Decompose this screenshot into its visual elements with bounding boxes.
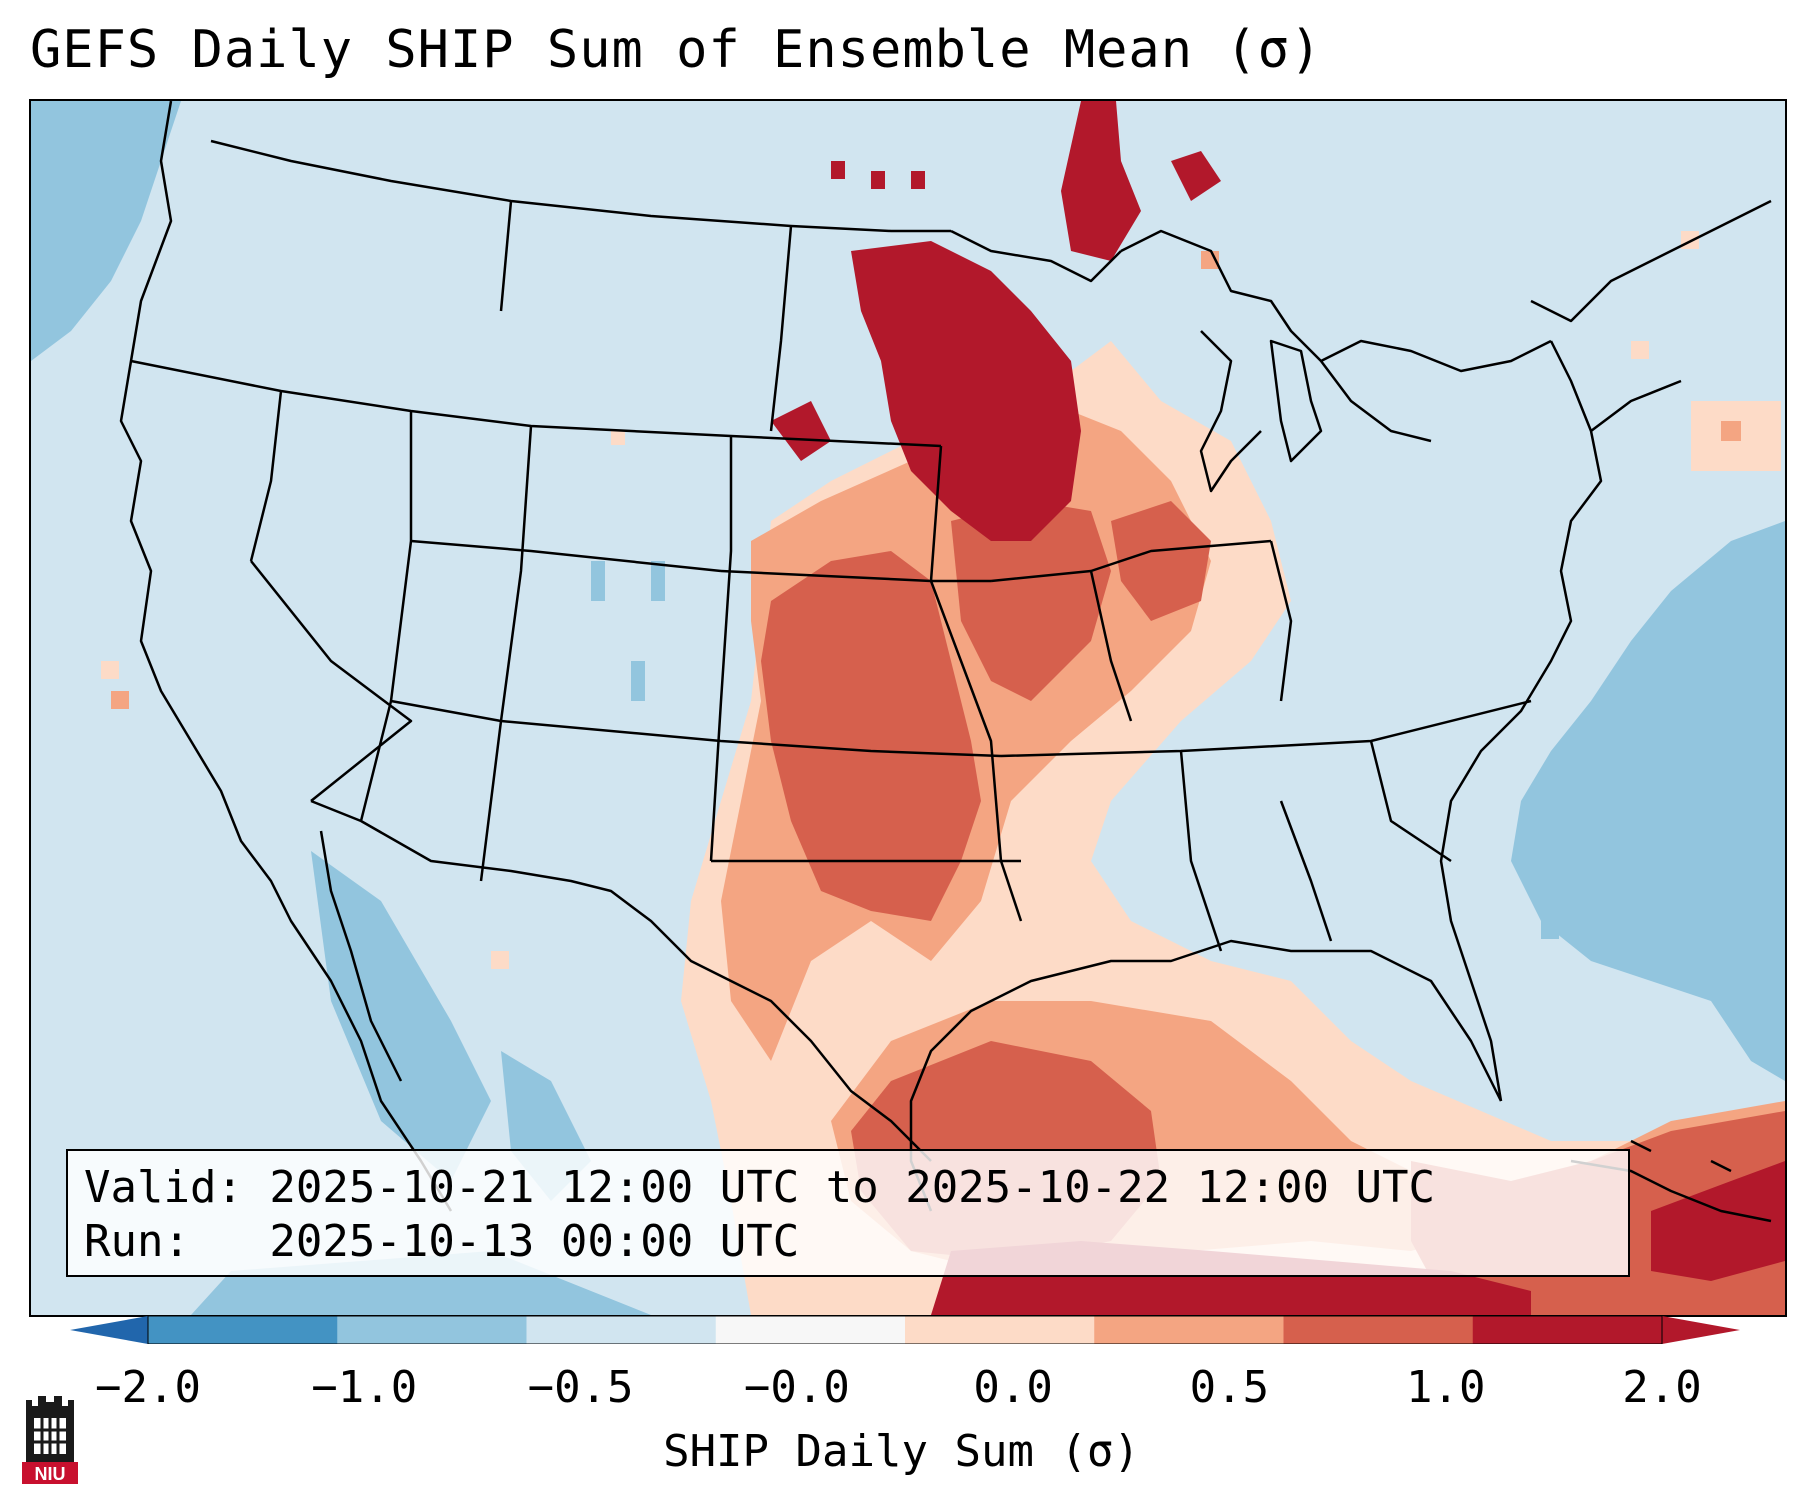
run-time-line: Run: 2025-10-13 00:00 UTC [84,1216,800,1267]
colorbar-tick-label: 2.0 [1622,1362,1702,1413]
scattered-cells [71,121,1781,969]
extreme-positive-region [851,241,1081,541]
colorbar-extend-high [1662,1316,1740,1344]
colorbar-segment [1283,1316,1474,1344]
colorbar-tick-label: −0.0 [743,1362,850,1413]
colorbar-segment [337,1316,527,1344]
atlantic-low-region [1511,521,1785,1081]
validity-info-box: Valid: 2025-10-21 12:00 UTC to 2025-10-2… [66,1149,1630,1277]
colorbar-tick-label: −0.5 [527,1362,634,1413]
colorbar-segment [148,1316,338,1344]
colorbar [70,1316,1740,1344]
colorbar-tick-label: −1.0 [311,1362,418,1413]
colorbar-segment [1094,1316,1284,1344]
pacific-low-region [31,101,181,361]
colorbar-segment [715,1316,906,1344]
valid-time-line: Valid: 2025-10-21 12:00 UTC to 2025-10-2… [84,1162,1436,1213]
mexico-low-region [311,851,491,1181]
niu-logo-text: NIU [35,1464,66,1484]
map-panel [29,99,1787,1317]
colorbar-tick-label: 1.0 [1405,1362,1486,1413]
colorbar-segment [1472,1316,1663,1344]
colorbar-tick-label: 0.0 [973,1362,1053,1413]
coastlines-and-borders [119,101,1772,1223]
colorbar-label: SHIP Daily Sum (σ) [663,1426,1140,1477]
colorbar-segment [526,1316,717,1344]
ship-anomaly-map [31,101,1785,1315]
colorbar-tick-label: 0.5 [1189,1362,1270,1413]
colorbar-tick-label: −2.0 [95,1362,201,1413]
colorbar-segments [148,1316,1663,1344]
colorbar-extend-low [70,1316,148,1344]
strong-positive-region [761,551,981,921]
map-title: GEFS Daily SHIP Sum of Ensemble Mean (σ) [30,20,1323,80]
niu-logo: NIU [22,1396,78,1484]
colorbar-segment [905,1316,1095,1344]
